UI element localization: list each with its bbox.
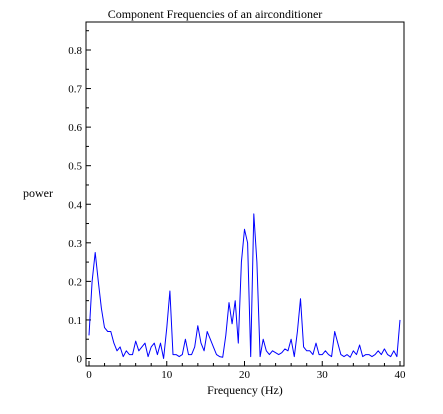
y-tick-label: 0.2: [68, 276, 82, 288]
y-tick-label: 0.6: [68, 122, 82, 134]
x-axis-ticks: 0 10 20 30 40: [86, 361, 406, 381]
chart-title: Component Frequencies of an aircondition…: [108, 7, 323, 21]
y-axis-ticks: 0 0.1 0.2 0.3 0.4 0.5 0.6 0.7 0.8: [68, 30, 91, 366]
plot-frame: [85, 21, 405, 367]
y-tick-label: 0.4: [68, 199, 82, 211]
x-tick-label: 0: [86, 369, 92, 381]
y-tick-label: 0.3: [68, 238, 82, 250]
x-tick-label: 40: [395, 369, 407, 381]
x-tick-label: 30: [317, 369, 329, 381]
y-tick-label: 0: [77, 354, 83, 366]
x-axis-label: Frequency (Hz): [207, 383, 283, 397]
series-line-0: [88, 213, 401, 359]
x-tick-label: 10: [161, 369, 173, 381]
series-layer: [88, 213, 401, 359]
y-tick-label: 0.5: [68, 161, 82, 173]
y-axis-label: power: [23, 186, 53, 200]
x-tick-label: 20: [239, 369, 251, 381]
y-tick-label: 0.7: [68, 84, 82, 96]
y-tick-label: 0.1: [68, 315, 82, 327]
y-tick-label: 0.8: [68, 45, 82, 57]
